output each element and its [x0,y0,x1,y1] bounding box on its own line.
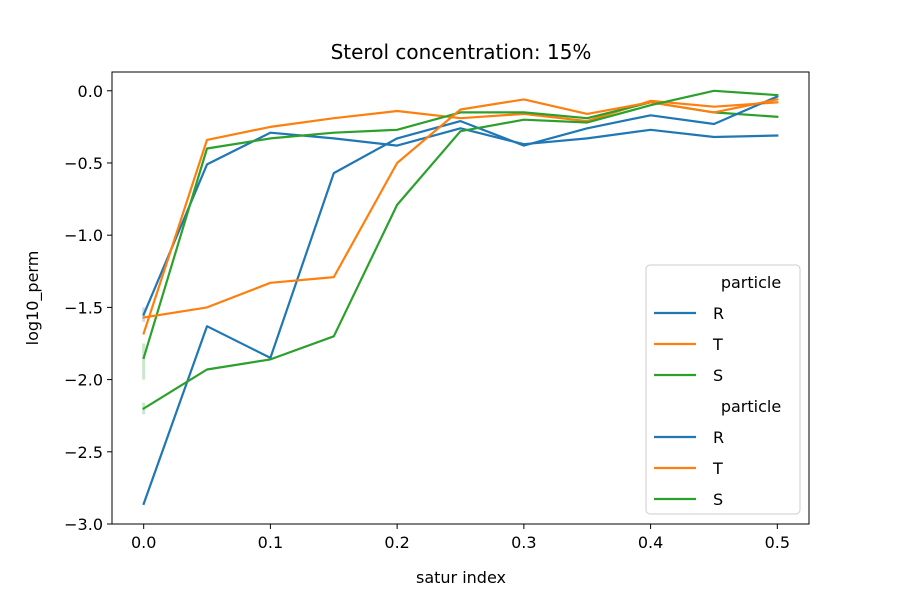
series-line-T-4 [142,98,779,319]
y-axis-label: log10_perm [23,251,43,346]
y-tick-label: −1.5 [64,298,103,317]
legend-label-R: R [713,428,724,447]
x-tick-label: 0.1 [258,533,283,552]
x-tick-label: 0.5 [765,533,790,552]
x-tick-label: 0.3 [511,533,536,552]
series-line-R-3 [142,95,779,506]
series-lines [142,89,779,506]
y-tick-label: 0.0 [78,82,103,101]
y-axis: 0.0 −0.5 −1.0 −1.5 −2.0 −2.5 −3.0 [64,82,112,534]
x-axis: 0.0 0.1 0.2 0.3 0.4 0.5 [131,524,790,552]
plot-frame [111,71,810,525]
x-tick-label: 0.2 [384,533,409,552]
series-line-T-1 [142,99,779,335]
legend-label-S: S [713,490,723,509]
x-axis-label: satur index [416,568,506,587]
x-tick-label: 0.0 [131,533,156,552]
legend-box [645,264,801,515]
legend-title: particle [721,273,781,292]
legend-label-T: T [712,459,723,478]
chart-title: Sterol concentration: 15% [331,40,592,64]
legend-title: particle [721,397,781,416]
legend-label-T: T [712,335,723,354]
y-tick-label: −2.5 [64,443,103,462]
legend-label-S: S [713,366,723,385]
y-tick-label: −3.0 [64,515,103,534]
legend-label-R: R [713,304,724,323]
x-tick-label: 0.4 [638,533,663,552]
series-line-S-5 [142,89,779,411]
error-band-S-1 [142,343,146,380]
y-tick-label: −2.0 [64,371,103,390]
series-line-R-0 [142,127,779,317]
y-tick-label: −1.0 [64,226,103,245]
y-tick-label: −0.5 [64,154,103,173]
